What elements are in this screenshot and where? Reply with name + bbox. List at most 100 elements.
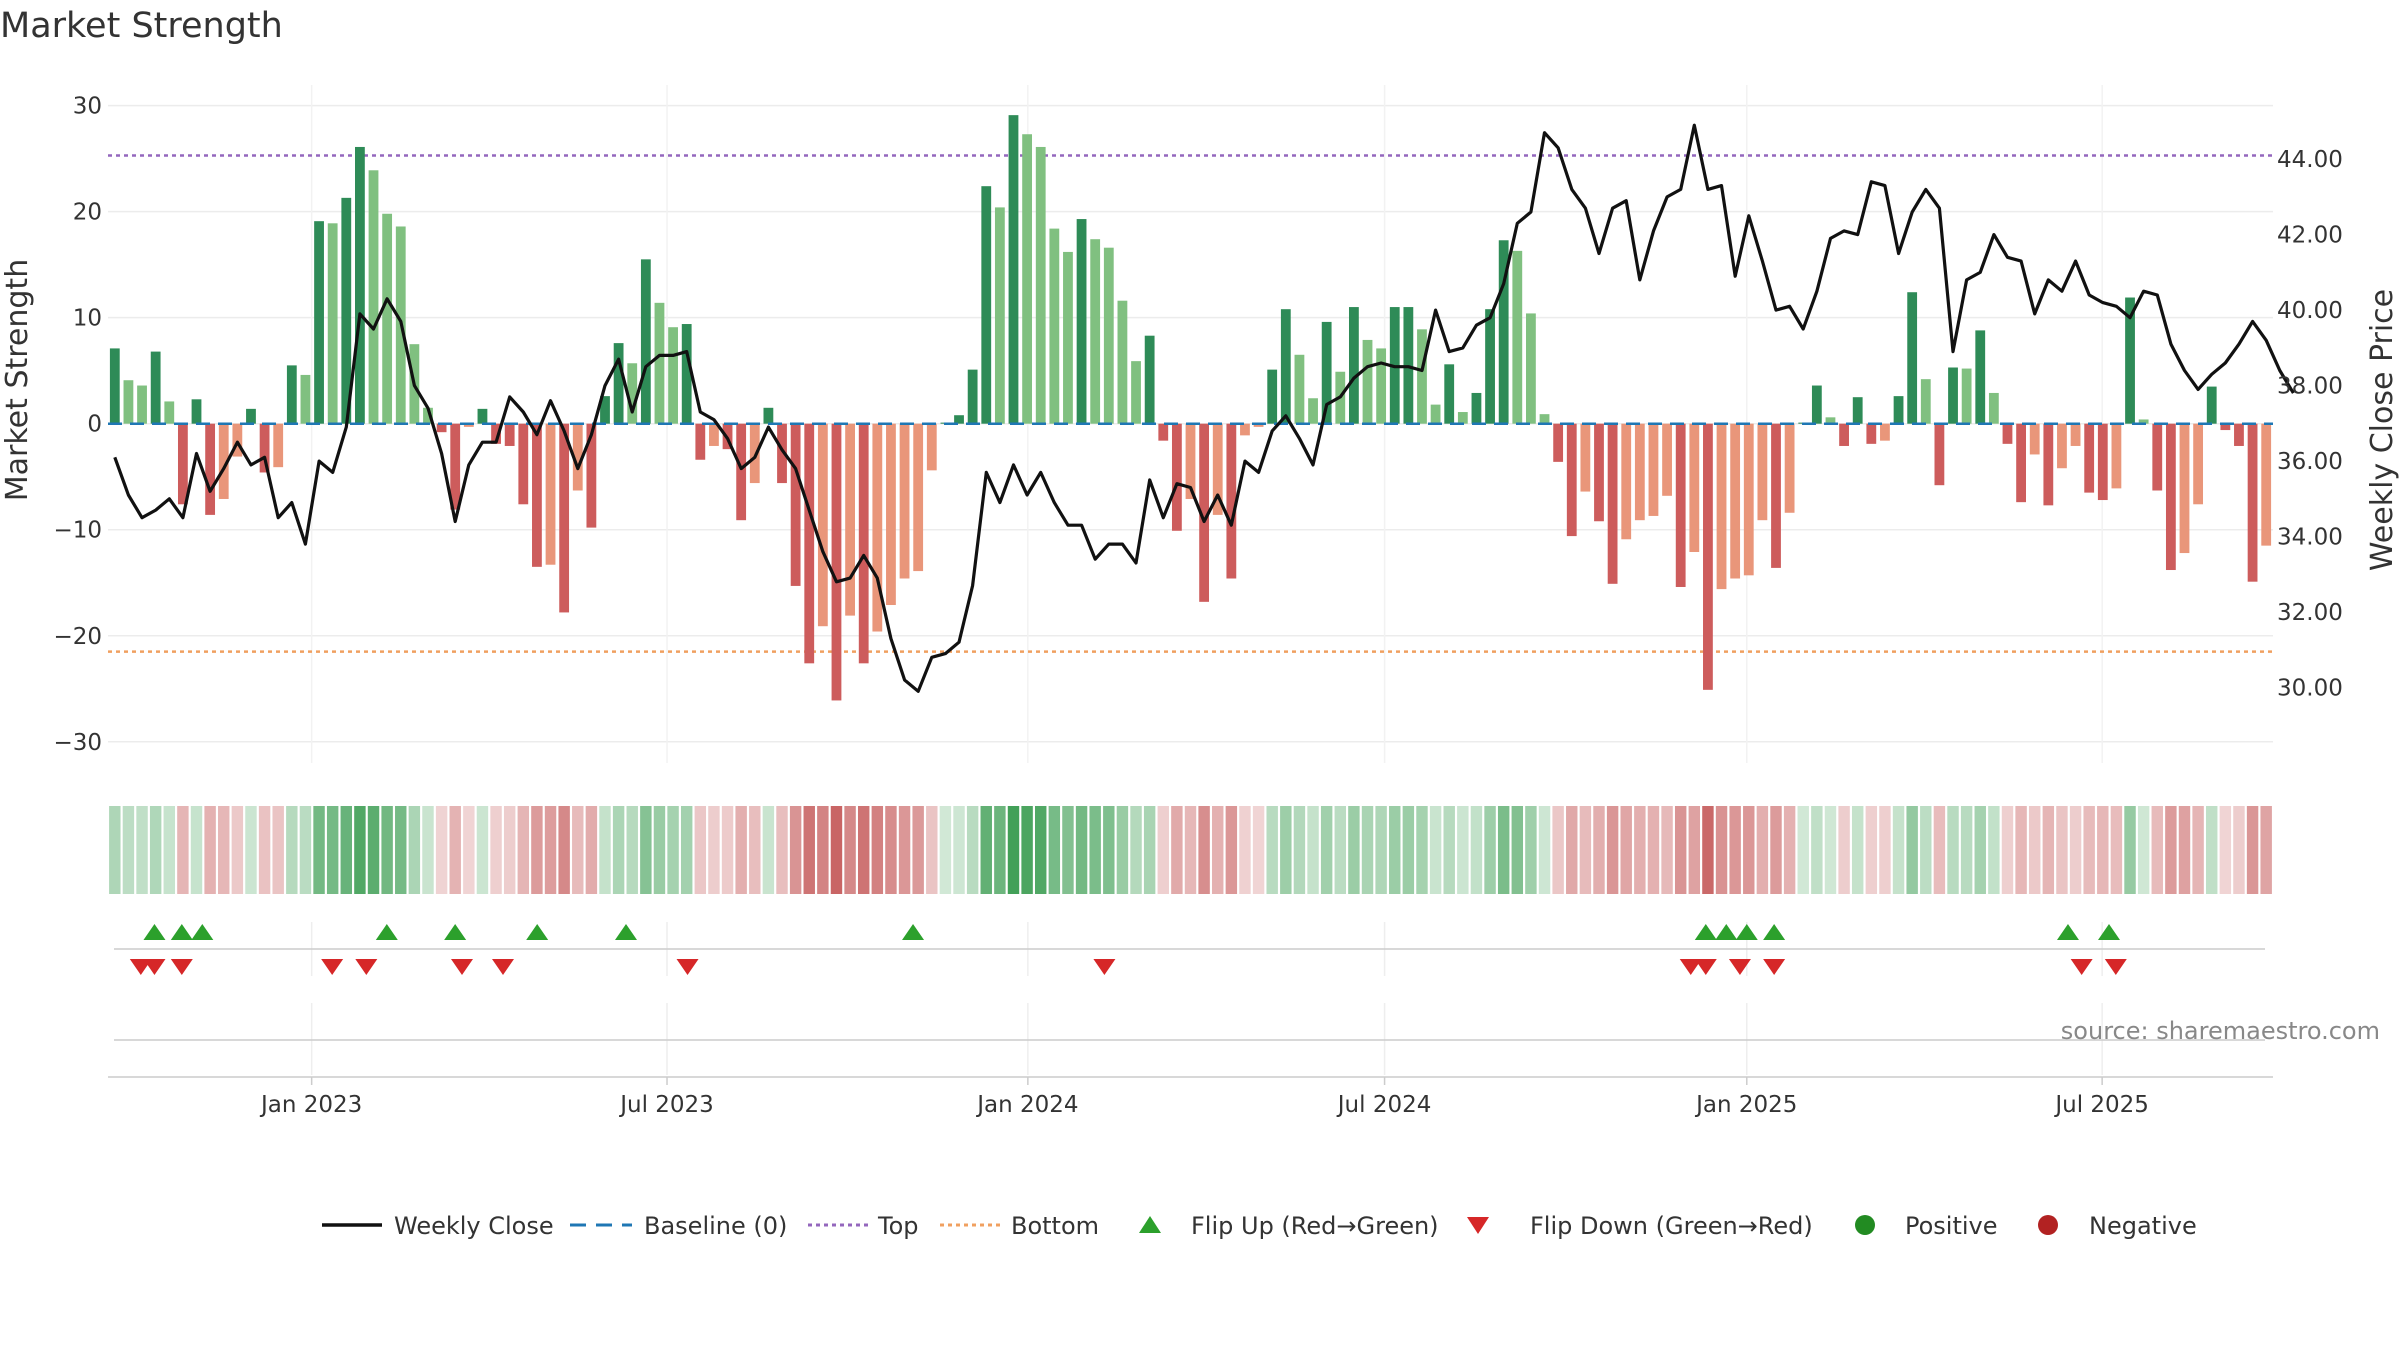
strip-cell [2028, 806, 2041, 894]
strip-cell [1702, 806, 1714, 894]
flip-down-marker [1763, 959, 1786, 975]
strength-bar [1362, 339, 1373, 424]
strength-bar [109, 348, 120, 424]
strength-bar [681, 324, 692, 424]
strip-cell [1661, 806, 1673, 894]
strip-cell [1851, 806, 1864, 894]
strip-cell [1307, 806, 1319, 894]
strength-bar [777, 423, 787, 484]
strength-bar [1117, 300, 1128, 424]
strength-bar [1076, 219, 1087, 424]
legend-item: Baseline (0) [570, 1212, 787, 1240]
strength-bar [1675, 423, 1686, 587]
strength-bar [1920, 379, 1931, 424]
strip-cell [2097, 806, 2109, 894]
strength-bar [2247, 423, 2258, 582]
strength-bar [858, 423, 869, 664]
strength-bar [1757, 423, 1768, 521]
strength-bar [1417, 329, 1427, 424]
strength-bar [2165, 423, 2176, 571]
strip-cell [830, 806, 843, 894]
strength-bar [1512, 250, 1523, 424]
strength-bar [123, 380, 134, 424]
strip-cell [939, 806, 952, 894]
strength-bar [1662, 423, 1672, 496]
strip-cell [1225, 806, 1238, 894]
strength-bar [1308, 398, 1318, 424]
y2-tick-label: 40.00 [2277, 298, 2343, 324]
strip-cell [1511, 806, 1524, 894]
weekly-close-line [113, 123, 2295, 693]
strip-cell [1620, 806, 1632, 894]
strip-cell [1280, 806, 1292, 894]
strip-cell [149, 806, 162, 894]
strength-bar [1594, 423, 1604, 522]
strength-bar [1893, 396, 1904, 424]
strip-cell [1389, 806, 1401, 894]
strip-cell [1960, 806, 1973, 894]
strength-bar [1294, 354, 1305, 424]
strength-bar [1321, 321, 1332, 424]
flip-up-marker [526, 924, 549, 940]
strength-bar [1457, 412, 1468, 424]
strength-bar [355, 146, 365, 424]
strength-bar [1634, 423, 1645, 521]
strength-bar [1784, 423, 1795, 513]
strength-bar [1348, 307, 1359, 424]
strength-bar [1988, 392, 1999, 424]
strength-bar [926, 423, 937, 471]
strength-bar [1866, 423, 1877, 444]
strip-cell [1525, 806, 1537, 894]
strength-bar [1539, 414, 1550, 424]
strip-cell [1933, 806, 1946, 894]
strip-cell [422, 806, 434, 894]
y2-axis-title: Weekly Close Price [2365, 289, 2400, 571]
strip-cell [2056, 806, 2068, 894]
flip-down-marker [676, 959, 699, 975]
strip-cell [1824, 806, 1837, 894]
y-axis-title: Market Strength [0, 259, 35, 501]
strip-cell [2165, 806, 2177, 894]
strip-cell [531, 806, 543, 894]
strip-cell [2260, 806, 2272, 894]
strength-bar [1212, 423, 1223, 515]
strip-cell [926, 806, 938, 894]
strength-bar [1267, 369, 1278, 424]
y-tick-label: −30 [53, 730, 102, 756]
strength-bar [368, 170, 379, 424]
strength-bar [1689, 423, 1700, 552]
strip-cell [776, 806, 788, 894]
strength-bar [2097, 423, 2108, 501]
strip-cell [313, 806, 325, 894]
strength-bars [109, 115, 2272, 701]
y2-tick-label: 32.00 [2277, 600, 2343, 626]
strength-bar [1607, 423, 1618, 584]
strength-bar [150, 351, 161, 424]
flip-down-marker [1728, 959, 1751, 975]
legend-swatch [1855, 1215, 1875, 1235]
x-tick-label: Jul 2024 [1336, 1092, 1432, 1118]
strip-cell [177, 806, 189, 894]
strength-bar [1144, 335, 1155, 424]
flip-up-marker [615, 924, 638, 940]
strip-cell [2178, 806, 2191, 894]
flip-down-marker [2104, 959, 2127, 975]
strip-cell [1320, 806, 1333, 894]
y-tick-label: 20 [73, 200, 102, 226]
strip-cell [1811, 806, 1823, 894]
strip-cell [680, 806, 693, 894]
x-tick-label: Jan 2025 [1694, 1092, 1797, 1118]
strength-bar [2111, 423, 2122, 489]
strip-cell [871, 806, 884, 894]
strength-bar [191, 399, 202, 424]
legend-item: Positive [1855, 1212, 1998, 1240]
strip-cell [585, 806, 598, 894]
strip-cell [2206, 806, 2218, 894]
strip-cell [953, 806, 965, 894]
strength-bar [1621, 423, 1632, 540]
strength-bar [1063, 251, 1073, 424]
strength-bar [1103, 247, 1114, 424]
strip-cell [1892, 806, 1905, 894]
strip-cell [1470, 806, 1483, 894]
